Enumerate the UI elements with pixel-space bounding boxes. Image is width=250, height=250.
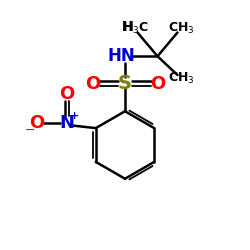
Text: H: H xyxy=(122,20,134,34)
Text: CH$_3$: CH$_3$ xyxy=(168,71,194,86)
Text: CH$_3$: CH$_3$ xyxy=(168,21,194,36)
Text: HN: HN xyxy=(107,47,135,65)
Text: +: + xyxy=(70,111,79,121)
Text: O: O xyxy=(30,114,45,132)
Text: −: − xyxy=(25,124,35,136)
Text: O: O xyxy=(150,75,165,93)
Text: H$_3$C: H$_3$C xyxy=(122,21,148,36)
Text: H: H xyxy=(122,20,134,34)
Text: O: O xyxy=(60,86,75,103)
Text: S: S xyxy=(118,74,132,93)
Text: N: N xyxy=(60,114,74,132)
Text: O: O xyxy=(85,75,100,93)
